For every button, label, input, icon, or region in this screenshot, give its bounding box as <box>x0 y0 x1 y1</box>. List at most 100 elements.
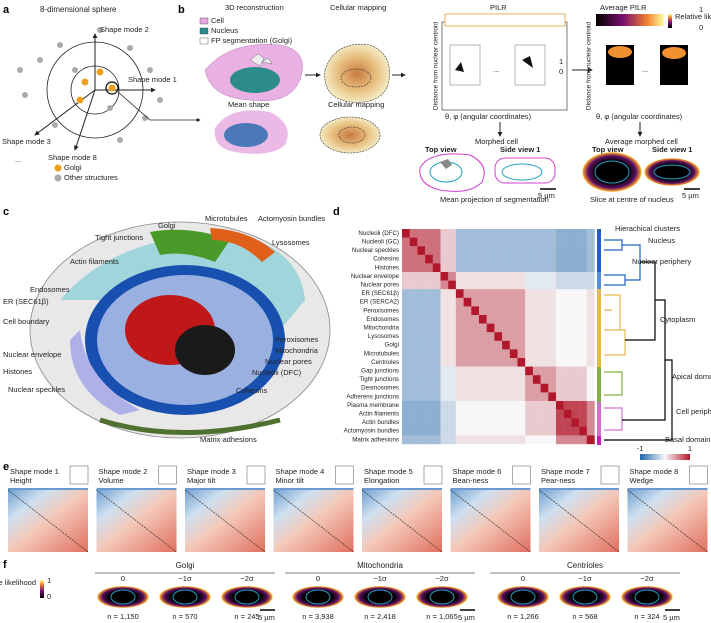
heatmap-cell <box>455 392 464 402</box>
row-label: Tight junctions <box>359 376 399 383</box>
heatmap-cell <box>471 366 480 376</box>
heatmap-cell <box>571 426 580 436</box>
heatmap-cell <box>509 383 518 393</box>
legend-label: Golgi <box>64 163 82 172</box>
heatmap-cell <box>556 280 564 290</box>
heatmap-cell <box>494 409 503 419</box>
decoration <box>17 13 700 611</box>
nucleus-outline <box>305 589 331 605</box>
text-label: 1 <box>559 57 563 66</box>
heatmap-cell <box>579 340 587 350</box>
heatmap-cell <box>556 383 564 393</box>
structure-label: Golgi <box>158 221 176 230</box>
heatmap-cell <box>448 332 457 341</box>
heatmap-cell <box>556 297 564 307</box>
heatmap-cell <box>432 435 441 445</box>
structure-label: Microtubules <box>205 214 248 223</box>
heatmap-cell <box>532 418 541 427</box>
heatmap-cell <box>517 358 526 367</box>
heatmap-cell <box>402 332 410 341</box>
text-label: 0 <box>47 592 51 601</box>
heatmap-cell <box>417 237 426 247</box>
heatmap-cell <box>509 426 518 436</box>
structure-label: Nuclear envelope <box>3 350 61 359</box>
heatmap-cell <box>525 254 534 264</box>
heatmap-cell <box>471 323 480 333</box>
heatmap-cell <box>479 392 487 402</box>
heatmap-cell <box>556 401 564 410</box>
heatmap-cell <box>579 418 587 427</box>
heatmap-cell <box>455 383 464 393</box>
heatmap-cell <box>502 280 510 290</box>
axis-label: Distance from nuclear centroid <box>433 22 440 111</box>
heatmap-cell <box>425 358 433 367</box>
mode-strip <box>185 488 265 490</box>
row-label: Mitochondria <box>364 325 400 332</box>
heatmap-cell <box>556 435 564 445</box>
heatmap-cell <box>517 272 526 281</box>
heatmap-cell <box>463 418 472 427</box>
heatmap-cell <box>463 426 472 436</box>
count-label: n = 1,150 <box>107 612 139 621</box>
heatmap-cell <box>494 323 503 333</box>
heatmap-cell <box>425 418 433 427</box>
heatmap-cell <box>463 323 472 333</box>
heatmap-cell <box>463 366 472 376</box>
count-label: n = 1,065 <box>426 612 458 621</box>
mode-title: Shape mode 5 <box>364 467 413 476</box>
heatmap-cell <box>479 349 487 359</box>
heatmap-cell <box>417 246 426 255</box>
heatmap-cell <box>425 246 433 255</box>
heatmap-cell <box>525 340 534 350</box>
heatmap-cell <box>409 366 418 376</box>
heatmap-cell <box>502 263 510 273</box>
structure-label: Matrix adhesions <box>200 435 257 444</box>
heatmap-cell <box>486 375 495 384</box>
heatmap-cell <box>571 306 580 316</box>
heatmap-cell <box>509 323 518 333</box>
heatmap-cell <box>579 237 587 247</box>
heatmap-cell <box>486 409 495 419</box>
heatmap-cell <box>563 289 572 298</box>
heatmap-cell <box>409 237 418 247</box>
heatmap-cell <box>402 323 410 333</box>
heatmap-cell <box>571 383 580 393</box>
heatmap-cell <box>455 418 464 427</box>
heatmap-cell <box>486 358 495 367</box>
heatmap-cell <box>556 332 564 341</box>
row-label: Matrix adhesions <box>352 436 399 443</box>
heatmap-cell <box>463 263 472 273</box>
heatmap-cell <box>586 392 595 402</box>
heatmap-cell <box>502 392 510 402</box>
heatmap-cell <box>471 358 480 367</box>
heatmap-cell <box>455 366 464 376</box>
heatmap-cell <box>571 237 580 247</box>
heatmap-cell <box>509 315 518 324</box>
row-label: Actin bundles <box>362 419 399 426</box>
heatmap-cell <box>525 229 534 238</box>
heatmap-cell <box>440 254 449 264</box>
heatmap-cell <box>525 246 534 255</box>
scale-label: 5 µm <box>458 613 475 622</box>
heatmap-cell <box>548 254 557 264</box>
heatmap-cell <box>548 229 557 238</box>
heatmap-cell <box>409 401 418 410</box>
heatmap-cell <box>548 263 557 273</box>
count-label: n = 3,938 <box>302 612 334 621</box>
heatmap-cell <box>432 280 441 290</box>
legend-label: Other structures <box>64 173 118 182</box>
text-label: FP segmentation (Golgi) <box>211 36 293 45</box>
heatmap-cell <box>479 323 487 333</box>
heatmap-cell <box>463 315 472 324</box>
heatmap-cell <box>517 237 526 247</box>
heatmap-cell <box>494 383 503 393</box>
count-label: n = 324 <box>634 612 659 621</box>
heatmap-cell <box>556 340 564 350</box>
heatmap-cell <box>479 358 487 367</box>
heatmap-cell <box>494 246 503 255</box>
heatmap-cell <box>579 401 587 410</box>
heatmap-cell <box>509 254 518 264</box>
heatmap-cell <box>409 289 418 298</box>
heatmap-cell <box>463 375 472 384</box>
heatmap-cell <box>586 418 595 427</box>
